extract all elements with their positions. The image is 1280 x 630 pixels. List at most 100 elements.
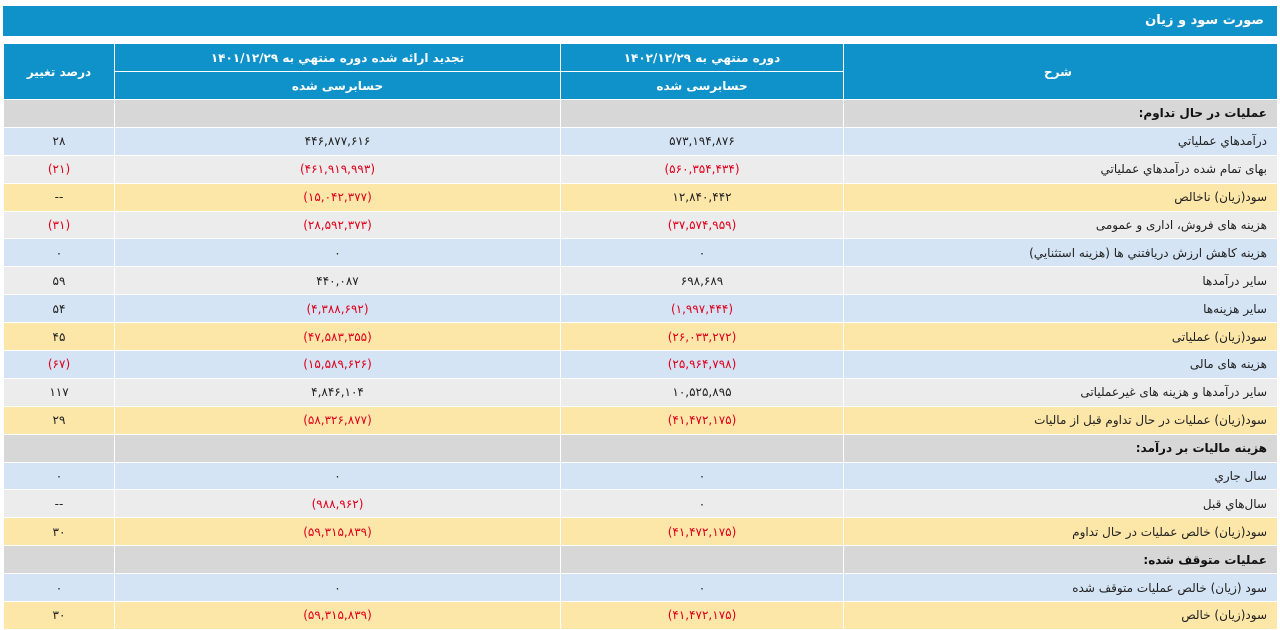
row-prior-value-cell: (۵۹,۳۱۵,۸۳۹) [114, 601, 561, 630]
statement-title: صورت سود و زیان [3, 6, 1277, 36]
table-row: ساير درآمدها و هزينه هاى غيرعملياتى ۱۰,۵۲… [3, 377, 1278, 407]
row-description-cell: بهاى تمام شده درآمدهاي عملياتي [843, 154, 1278, 184]
row-prior-value-cell: ۴۴۶,۸۷۷,۶۱۶ [114, 126, 561, 156]
row-prior-value-cell: (۱۵,۰۴۲,۳۷۷) [114, 182, 561, 212]
row-prior-value-cell: (۵۹,۳۱۵,۸۳۹) [114, 517, 561, 547]
row-prior-value-cell: ۰ [114, 461, 561, 491]
row-description-cell: سایر هزینه‌ها [843, 294, 1278, 324]
table-row: سایر هزینه‌ها (۱,۹۹۷,۴۴۴) (۴,۳۸۸,۶۹۲) ۵۴ [3, 294, 1278, 324]
table-row: درآمدهاي عملياتي ۵۷۳,۱۹۴,۸۷۶ ۴۴۶,۸۷۷,۶۱۶ ۲۸ [3, 126, 1278, 156]
row-current-value-cell: ۵۷۳,۱۹۴,۸۷۶ [560, 126, 844, 156]
table-row: سود(زيان) عملياتى (۲۶,۰۳۳,۲۷۲) (۴۷,۵۸۳,۳۵۵… [3, 322, 1278, 352]
row-description-cell: سود(زيان) ناخالص [843, 182, 1278, 212]
row-description-cell: سود(زيان) عملياتى [843, 322, 1278, 352]
row-change-percent-cell: ۰ [3, 461, 115, 491]
row-current-value-cell: ۶۹۸,۶۸۹ [560, 266, 844, 296]
row-change-percent-cell: ۳۰ [3, 517, 115, 547]
row-description-cell: سود (زيان) خالص عمليات متوقف شده [843, 573, 1278, 603]
table-row: هزينه هاى مالى (۲۵,۹۶۴,۷۹۸) (۱۵,۵۸۹,۶۲۶) (۶… [3, 350, 1278, 379]
row-current-value-cell: ۱۲,۸۴۰,۴۴۲ [560, 182, 844, 212]
row-prior-value-cell: ۰ [114, 573, 561, 603]
header-change-percent: درصد تغییر [3, 43, 115, 100]
row-change-percent-cell: ۵۹ [3, 266, 115, 296]
row-description-cell: ساير درآمدها [843, 266, 1278, 296]
row-current-value-cell: ۱۰,۵۲۵,۸۹۵ [560, 377, 844, 407]
row-description-cell: عملیات در حال تداوم: [843, 99, 1278, 128]
section-header-row: هزينه ماليات بر درآمد: [3, 433, 1278, 463]
table-row: سود(زيان) خالص عمليات در حال تداوم (۴۱,۴۷… [3, 517, 1278, 547]
row-current-value-cell: (۲۶,۰۳۳,۲۷۲) [560, 322, 844, 352]
row-current-value-cell [560, 99, 844, 128]
row-description-cell: هزينه هاى فروش، ادارى و عمومى [843, 210, 1278, 240]
row-prior-value-cell: (۴۶۱,۹۱۹,۹۹۳) [114, 154, 561, 184]
section-header-row: عملیات در حال تداوم: [3, 99, 1278, 128]
row-change-percent-cell: -- [3, 182, 115, 212]
row-description-cell: ساير درآمدها و هزينه هاى غيرعملياتى [843, 377, 1278, 407]
row-prior-value-cell: (۴۷,۵۸۳,۳۵۵) [114, 322, 561, 352]
row-current-value-cell [560, 433, 844, 463]
row-description-cell: سال جاري [843, 461, 1278, 491]
header-period-current: دوره منتهي به ۱۴۰۲/۱۲/۲۹ [560, 43, 844, 72]
row-current-value-cell: ۰ [560, 238, 844, 268]
row-change-percent-cell: ۲۸ [3, 126, 115, 156]
row-current-value-cell: (۴۱,۴۷۲,۱۷۵) [560, 405, 844, 435]
row-description-cell: سال‌هاي قبل [843, 489, 1278, 519]
header-description: شرح [843, 43, 1278, 100]
row-current-value-cell: (۴۱,۴۷۲,۱۷۵) [560, 601, 844, 630]
header-current-audited: حسابرسی شده [560, 71, 844, 100]
table-row: سود(زيان) خالص (۴۱,۴۷۲,۱۷۵) (۵۹,۳۱۵,۸۳۹) ۳۰ [3, 601, 1278, 630]
row-change-percent-cell: (۶۷) [3, 350, 115, 379]
row-current-value-cell: (۴۱,۴۷۲,۱۷۵) [560, 517, 844, 547]
table-row: سال‌هاي قبل ۰ (۹۸۸,۹۶۲) -- [3, 489, 1278, 519]
row-current-value-cell [560, 545, 844, 575]
row-prior-value-cell: (۱۵,۵۸۹,۶۲۶) [114, 350, 561, 379]
row-description-cell: سود(زيان) خالص [843, 601, 1278, 630]
statement-body: عملیات در حال تداوم: درآمدهاي عملياتي ۵۷۳,… [3, 99, 1278, 630]
row-prior-value-cell: ۴,۸۴۶,۱۰۴ [114, 377, 561, 407]
row-current-value-cell: (۵۶۰,۳۵۴,۴۳۴) [560, 154, 844, 184]
row-description-cell: درآمدهاي عملياتي [843, 126, 1278, 156]
row-change-percent-cell [3, 99, 115, 128]
row-change-percent-cell: ۰ [3, 573, 115, 603]
row-current-value-cell: ۰ [560, 489, 844, 519]
section-header-row: عمليات متوقف شده: [3, 545, 1278, 575]
row-description-cell: سود(زيان) خالص عمليات در حال تداوم [843, 517, 1278, 547]
row-prior-value-cell: (۹۸۸,۹۶۲) [114, 489, 561, 519]
row-change-percent-cell: ۲۹ [3, 405, 115, 435]
row-change-percent-cell: (۳۱) [3, 210, 115, 240]
row-current-value-cell: ۰ [560, 573, 844, 603]
row-change-percent-cell: (۲۱) [3, 154, 115, 184]
row-change-percent-cell: -- [3, 489, 115, 519]
row-current-value-cell: (۱,۹۹۷,۴۴۴) [560, 294, 844, 324]
table-row: سود(زيان) عمليات در حال تداوم قبل از مال… [3, 405, 1278, 435]
row-description-cell: عمليات متوقف شده: [843, 545, 1278, 575]
row-description-cell: هزينه هاى مالى [843, 350, 1278, 379]
row-prior-value-cell: (۵۸,۳۲۶,۸۷۷) [114, 405, 561, 435]
table-row: بهاى تمام شده درآمدهاي عملياتي (۵۶۰,۳۵۴,۴… [3, 154, 1278, 184]
row-prior-value-cell: (۴,۳۸۸,۶۹۲) [114, 294, 561, 324]
row-prior-value-cell [114, 545, 561, 575]
row-change-percent-cell: ۴۵ [3, 322, 115, 352]
row-prior-value-cell [114, 99, 561, 128]
row-prior-value-cell [114, 433, 561, 463]
row-current-value-cell: ۰ [560, 461, 844, 491]
table-row: ساير درآمدها ۶۹۸,۶۸۹ ۴۴۰,۰۸۷ ۵۹ [3, 266, 1278, 296]
row-current-value-cell: (۲۵,۹۶۴,۷۹۸) [560, 350, 844, 379]
table-row: هزينه هاى فروش، ادارى و عمومى (۳۷,۵۷۴,۹۵۹… [3, 210, 1278, 240]
table-row: هزینه کاهش ارزش دريافتني ها (هزينه استثن… [3, 238, 1278, 268]
row-change-percent-cell: ۱۱۷ [3, 377, 115, 407]
row-description-cell: سود(زيان) عمليات در حال تداوم قبل از مال… [843, 405, 1278, 435]
income-statement-table: شرح دوره منتهي به ۱۴۰۲/۱۲/۲۹ تجدید ارائه… [3, 43, 1278, 630]
row-change-percent-cell: ۵۴ [3, 294, 115, 324]
row-description-cell: هزینه کاهش ارزش دريافتني ها (هزينه استثن… [843, 238, 1278, 268]
table-row: سود(زيان) ناخالص ۱۲,۸۴۰,۴۴۲ (۱۵,۰۴۲,۳۷۷) -- [3, 182, 1278, 212]
row-change-percent-cell [3, 545, 115, 575]
row-change-percent-cell: ۰ [3, 238, 115, 268]
header-prior-audited: حسابرسی شده [114, 71, 561, 100]
header-period-prior: تجدید ارائه شده دوره منتهي به ۱۴۰۱/۱۲/۲۹ [114, 43, 561, 72]
row-change-percent-cell: ۳۰ [3, 601, 115, 630]
row-description-cell: هزينه ماليات بر درآمد: [843, 433, 1278, 463]
header-row: شرح دوره منتهي به ۱۴۰۲/۱۲/۲۹ تجدید ارائه… [3, 43, 1278, 100]
row-change-percent-cell [3, 433, 115, 463]
table-row: سود (زيان) خالص عمليات متوقف شده ۰ ۰ ۰ [3, 573, 1278, 603]
